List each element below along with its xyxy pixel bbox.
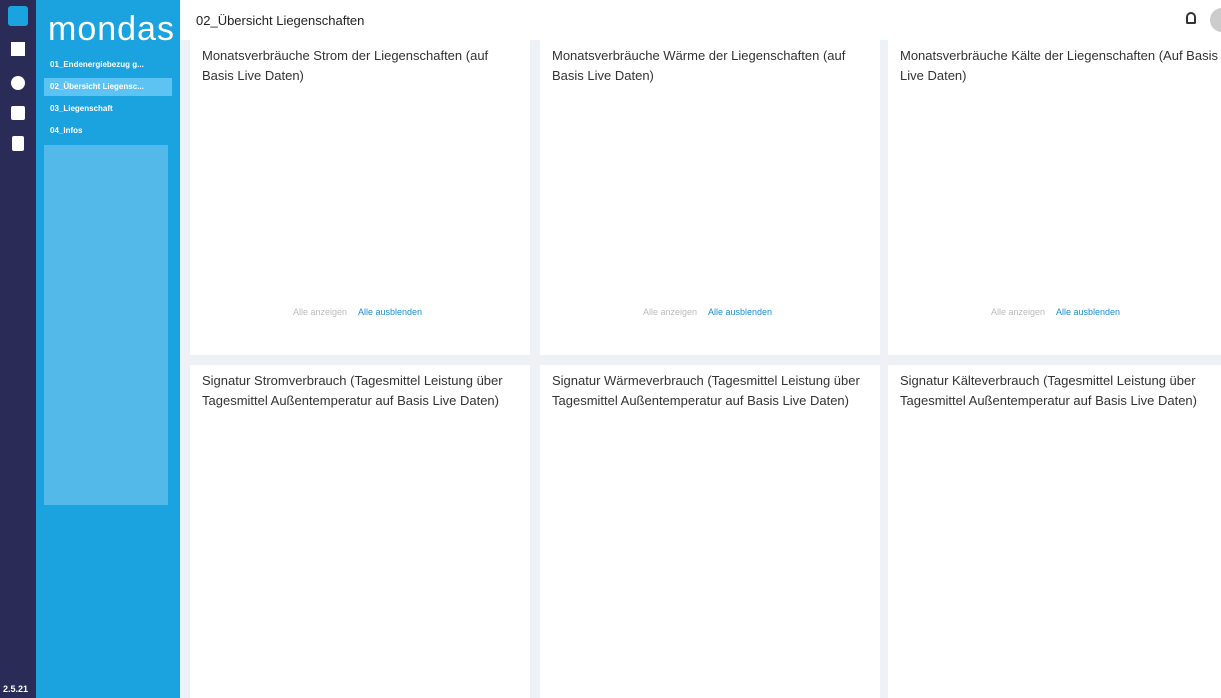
chart-card: Monatsverbräuche Kälte der Liegenschafte… xyxy=(888,40,1221,355)
clipboard-icon[interactable] xyxy=(12,136,24,151)
chart-card: Signatur Kälteverbrauch (Tagesmittel Lei… xyxy=(888,365,1221,698)
icon-rail: 2.5.21 xyxy=(0,0,36,698)
bell-icon[interactable] xyxy=(1186,12,1196,24)
nav-item[interactable]: 02_Übersicht Liegensc... xyxy=(44,78,172,96)
chart-title: Signatur Wärmeverbrauch (Tagesmittel Lei… xyxy=(552,373,860,408)
chart-title: Monatsverbräuche Kälte der Liegenschafte… xyxy=(900,48,1218,83)
chart-card: Signatur Stromverbrauch (Tagesmittel Lei… xyxy=(190,365,530,698)
chart-title: Signatur Kälteverbrauch (Tagesmittel Lei… xyxy=(900,373,1197,408)
show-all-button[interactable]: Alle anzeigen xyxy=(991,307,1046,317)
chart-title: Monatsverbräuche Strom der Liegenschafte… xyxy=(202,48,489,83)
avatar[interactable] xyxy=(1210,8,1221,32)
version: 2.5.21 xyxy=(3,684,29,694)
settings-icon[interactable] xyxy=(11,106,25,120)
chart-card: Monatsverbräuche Strom der Liegenschafte… xyxy=(190,40,530,355)
nav-item[interactable]: 04_Infos xyxy=(50,126,83,135)
show-all-button[interactable]: Alle anzeigen xyxy=(643,307,698,317)
nav-item[interactable]: 01_Endenergiebezug g... xyxy=(50,60,144,69)
nav-filler xyxy=(44,145,168,505)
dashboard-icon[interactable] xyxy=(11,42,25,56)
hide-all-button[interactable]: Alle ausblenden xyxy=(1056,307,1121,317)
chart-title: Signatur Stromverbrauch (Tagesmittel Lei… xyxy=(202,373,503,408)
hide-all-button[interactable]: Alle ausblenden xyxy=(358,307,423,317)
nav-panel: mondas 01_Endenergiebezug g... 02_Übersic… xyxy=(36,0,180,698)
logo: mondas xyxy=(48,10,175,48)
show-all-button[interactable]: Alle anzeigen xyxy=(293,307,348,317)
hide-all-button[interactable]: Alle ausblenden xyxy=(708,307,773,317)
nav-item[interactable]: 03_Liegenschaft xyxy=(50,104,113,113)
chart-card: Signatur Wärmeverbrauch (Tagesmittel Lei… xyxy=(540,365,880,698)
page-title: 02_Übersicht Liegenschaften xyxy=(196,13,365,28)
logo-icon xyxy=(8,6,28,26)
database-icon[interactable] xyxy=(11,76,25,90)
chart-title: Monatsverbräuche Wärme der Liegenschafte… xyxy=(552,48,846,83)
top-bar: 02_Übersicht Liegenschaften 12345 xyxy=(180,0,1221,40)
chart-card: Monatsverbräuche Wärme der Liegenschafte… xyxy=(540,40,880,355)
